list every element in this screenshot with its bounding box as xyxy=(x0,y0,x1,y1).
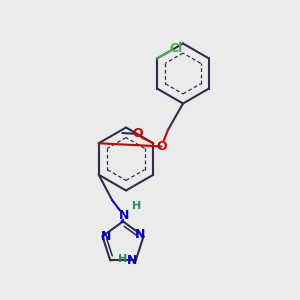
Text: Cl: Cl xyxy=(169,41,182,55)
Text: H: H xyxy=(132,201,141,211)
Text: O: O xyxy=(156,140,167,153)
Text: N: N xyxy=(118,209,129,222)
Text: O: O xyxy=(132,127,143,140)
Text: N: N xyxy=(135,228,145,241)
Text: N: N xyxy=(127,254,137,267)
Text: N: N xyxy=(101,230,111,243)
Text: H: H xyxy=(118,254,128,264)
